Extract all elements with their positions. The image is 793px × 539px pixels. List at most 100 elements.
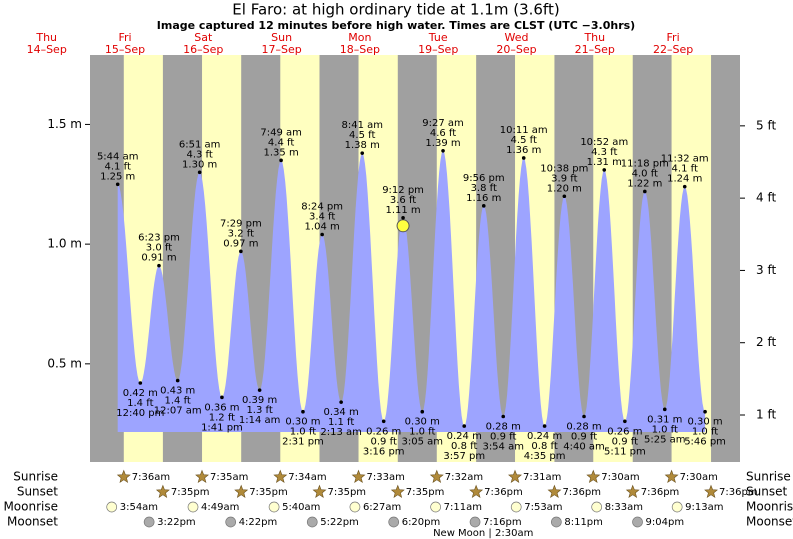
tide-label: 1.39 m [425, 138, 460, 149]
tide-label: 1:41 pm [201, 422, 243, 433]
tide-label: 11:18 pm [621, 158, 669, 169]
tide-label: 5:44 am [97, 151, 139, 162]
tide-label: 2:13 am [320, 427, 362, 438]
moonset-icon [632, 516, 643, 528]
day-date: 19–Sep [418, 43, 458, 56]
y-tick-label: 1.0 m [47, 237, 82, 251]
moonrise-icon [430, 501, 441, 513]
row-label: Sunrise [746, 470, 791, 484]
moonrise-icon [268, 501, 280, 513]
day-date: 21–Sep [575, 43, 615, 56]
tide-label: 4.5 ft [511, 135, 537, 146]
sunrise-icon [351, 469, 366, 483]
tide-label: 1.04 m [305, 222, 340, 233]
day-name: Sun [271, 31, 292, 44]
tide-label: 1.0 ft [652, 424, 678, 435]
tide-label: 10:11 am [500, 125, 548, 136]
tide-point [197, 170, 202, 175]
tide-point [360, 151, 365, 155]
tide-point [301, 409, 305, 414]
tide-label: 1.24 m [667, 174, 702, 185]
day-date: 17–Sep [261, 43, 301, 56]
day-date: 20–Sep [496, 43, 536, 56]
tide-label: 1.22 m [627, 178, 662, 189]
tide-label: 0.24 m [447, 431, 482, 442]
tide-label: 10:38 pm [540, 163, 588, 174]
sunset-icon [155, 484, 170, 498]
day-name: Wed [505, 31, 529, 44]
tide-label: 1:14 am [239, 415, 281, 426]
moonrise-icon [510, 501, 522, 513]
tide-point [239, 249, 243, 254]
tide-label: 0.9 ft [612, 436, 638, 447]
tide-label: 1.16 m [466, 193, 501, 204]
tide-label: 4.6 ft [430, 128, 456, 139]
tide-point [481, 204, 486, 208]
sunrise-icon [195, 469, 209, 483]
tide-point [682, 184, 687, 189]
tide-label: 0.34 m [324, 407, 359, 418]
tide-label: 9:56 pm [463, 173, 505, 184]
y-tick-label: 1.5 m [47, 117, 82, 131]
tide-label: 0.8 ft [451, 441, 477, 452]
tide-label: 6:23 pm [138, 233, 180, 244]
tide-point [582, 414, 586, 419]
tide-label: 0.42 m [123, 388, 158, 399]
sunset-icon [704, 484, 718, 498]
tide-label: 5:11 pm [604, 446, 646, 457]
tide-label: 3.0 ft [146, 243, 172, 254]
moon-phase: New Moon | 2:30am [433, 528, 533, 539]
row-label: Sunset [17, 485, 58, 499]
tide-label: 0.28 m [486, 422, 521, 433]
tide-label: 3.2 ft [228, 228, 254, 239]
tide-point [220, 395, 224, 400]
sunset-time: 7:36pm [484, 487, 523, 498]
sunrise-icon [508, 469, 522, 483]
tide-label: 1.4 ft [165, 396, 191, 407]
tide-label: 0.30 m [285, 417, 320, 428]
day-date: 22–Sep [653, 43, 693, 56]
tide-label: 1.38 m [345, 140, 380, 151]
day-name: Tue [428, 31, 448, 44]
moonset-icon [388, 516, 400, 528]
moonrise-icon [106, 501, 118, 513]
row-label: Moonrise [746, 500, 793, 514]
tide-label: 0.30 m [405, 417, 440, 428]
row-label: Moonset [746, 515, 793, 529]
tide-label: 3.6 ft [390, 195, 416, 206]
moonrise-time: 8:33am [605, 502, 643, 513]
tide-label: 0.26 m [366, 426, 401, 437]
sunrise-time: 7:33am [367, 472, 405, 483]
tide-label: 1.2 ft [209, 412, 235, 423]
tide-point [562, 194, 567, 199]
sunset-time: 7:35pm [406, 487, 445, 498]
moonset-time: 9:04pm [646, 517, 685, 528]
tide-point [115, 182, 120, 187]
tide-label: 1.30 m [182, 159, 217, 170]
y2-tick-label: 2 ft [756, 335, 776, 349]
tide-label: 0.26 m [607, 426, 642, 437]
day-name: Sat [194, 31, 213, 44]
moonrise-time: 9:13am [685, 502, 723, 513]
tide-label: 5:25 am [644, 434, 686, 445]
moonrise-time: 3:54am [120, 502, 158, 513]
moonset-time: 5:22pm [320, 517, 359, 528]
tide-label: 1.11 m [385, 205, 420, 216]
tide-label: 12:40 pm [116, 408, 164, 419]
sunrise-time: 7:31am [523, 472, 561, 483]
tide-point [462, 424, 467, 428]
sunrise-time: 7:35am [210, 472, 248, 483]
tide-label: 1.35 m [264, 147, 299, 158]
tide-label: 0.8 ft [531, 441, 557, 452]
tide-label: 1.36 m [506, 145, 541, 156]
y-tick-label: 0.5 m [47, 356, 82, 370]
day-date: 14–Sep [27, 43, 67, 56]
moonset-icon [225, 516, 237, 528]
moonset-icon [306, 516, 318, 528]
tide-label: 0.91 m [141, 253, 176, 264]
tide-label: 1.3 ft [246, 405, 272, 416]
sunrise-time: 7:34am [288, 472, 326, 483]
moonrise-time: 5:40am [282, 502, 320, 513]
tide-label: 1.0 ft [290, 427, 316, 438]
